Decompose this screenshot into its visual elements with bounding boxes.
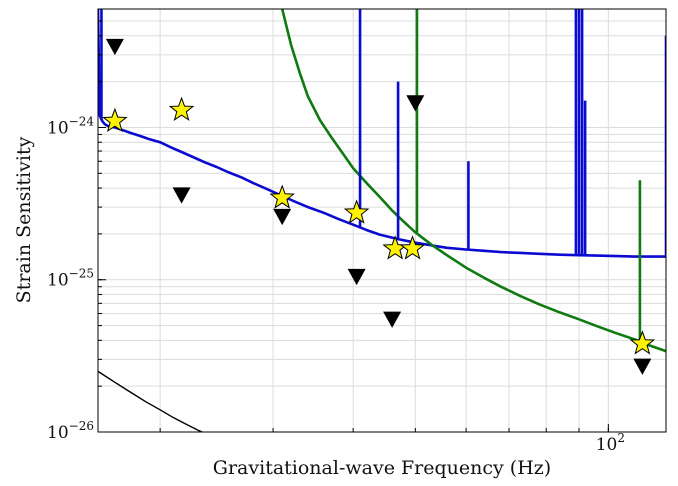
y-axis-label: Strain Sensitivity (13, 136, 35, 303)
grid-lines (98, 8, 666, 432)
plot-data (98, 9, 666, 432)
x-tick-label-base: 10 (596, 435, 618, 455)
x-axis-label: Gravitational-wave Frequency (Hz) (213, 457, 551, 479)
x-tick-label: 102 (596, 431, 625, 455)
detection-star-marker (629, 330, 656, 355)
plot-markers (102, 38, 656, 375)
y-tick-label-exp: −26 (69, 419, 94, 433)
y-tick-label-exp: −24 (69, 114, 95, 128)
y-tick-label-exp: −25 (69, 267, 94, 281)
detection-star-marker (269, 184, 295, 209)
upper-limit-triangle-marker (273, 208, 292, 226)
y-tick-label-base: 10 (47, 271, 69, 291)
green-line-series (280, 9, 666, 353)
upper-limit-triangle-marker (633, 358, 652, 375)
upper-limit-triangle-marker (406, 95, 425, 112)
black-line-series (98, 370, 204, 432)
detection-star-marker (343, 199, 370, 224)
detection-star-marker (399, 235, 426, 260)
upper-limit-triangle-marker (347, 268, 366, 286)
upper-limit-triangle-marker (105, 38, 124, 56)
blue-line-series (98, 9, 666, 258)
y-tick-label-base: 10 (47, 118, 69, 138)
y-tick-label: 10−25 (47, 267, 94, 291)
detection-star-marker (168, 96, 195, 121)
plot-frame (97, 8, 667, 433)
x-tick-label-exp: 2 (617, 431, 625, 445)
y-tick-label: 10−24 (47, 114, 94, 138)
y-tick-label-base: 10 (47, 423, 69, 443)
detection-star-marker (102, 107, 128, 133)
upper-limit-triangle-marker (383, 311, 402, 328)
y-tick-label: 10−26 (47, 419, 94, 443)
upper-limit-triangle-marker (172, 187, 191, 204)
